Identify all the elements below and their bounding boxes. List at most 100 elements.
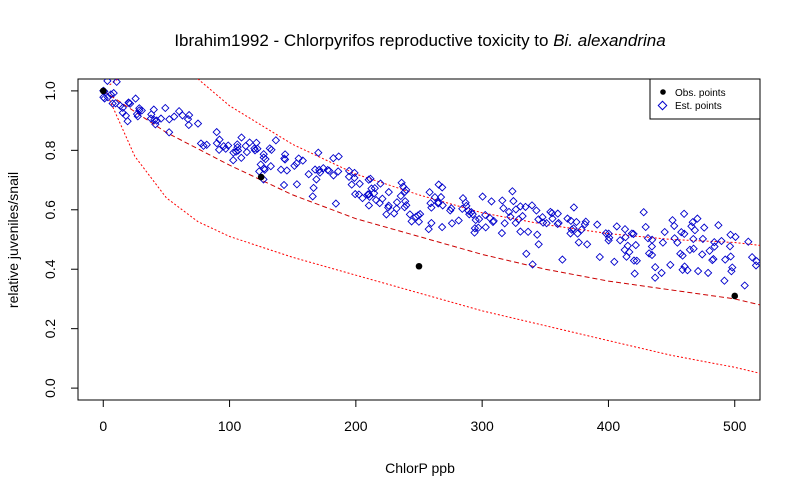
estimated-point xyxy=(717,236,726,246)
estimated-point xyxy=(532,206,541,215)
estimated-point xyxy=(523,227,533,236)
estimated-point xyxy=(151,120,160,129)
estimated-point xyxy=(623,241,632,250)
estimated-point xyxy=(392,204,401,213)
estimated-point xyxy=(511,205,521,214)
estimated-point xyxy=(329,171,338,180)
estimated-point xyxy=(137,106,146,115)
estimated-point xyxy=(677,228,686,237)
estimated-point xyxy=(133,112,142,121)
estimated-point xyxy=(229,156,238,165)
estimated-point xyxy=(644,249,654,258)
estimated-point xyxy=(660,227,669,237)
estimated-point xyxy=(731,232,740,242)
y-tick-label: 0.6 xyxy=(42,200,58,220)
estimated-point xyxy=(615,236,625,245)
estimated-point xyxy=(670,234,679,243)
estimated-point xyxy=(266,162,275,171)
x-tick-label: 400 xyxy=(597,418,621,434)
estimated-point xyxy=(250,144,259,153)
estimated-point xyxy=(639,208,648,217)
estimated-point xyxy=(399,182,408,191)
y-axis-label: relative juveniles/snail xyxy=(5,172,21,308)
estimated-point xyxy=(241,141,250,151)
estimated-point xyxy=(280,150,290,159)
estimated-point xyxy=(574,238,583,247)
estimated-point xyxy=(355,179,364,188)
estimated-point xyxy=(721,255,730,264)
estimated-point xyxy=(276,165,286,174)
estimated-point xyxy=(245,138,254,147)
estimated-point xyxy=(698,234,708,244)
estimated-point xyxy=(314,148,323,157)
estimated-point xyxy=(651,263,660,272)
chart-title: Ibrahim1992 - Chlorpyrifos reproductive … xyxy=(174,31,665,50)
estimated-point xyxy=(547,208,557,218)
estimated-point xyxy=(509,196,518,206)
legend: Obs. points Est. points xyxy=(649,78,761,120)
estimated-point xyxy=(304,170,313,179)
estimated-point xyxy=(680,229,689,238)
estimated-point xyxy=(566,216,576,225)
estimated-point xyxy=(402,201,411,210)
estimated-point xyxy=(710,238,719,247)
estimated-point xyxy=(437,222,447,232)
estimated-point xyxy=(184,120,193,130)
estimated-point xyxy=(481,210,490,220)
estimated-point xyxy=(676,249,685,258)
estimated-point xyxy=(446,206,455,215)
estimated-point xyxy=(740,281,749,290)
estimated-point xyxy=(518,211,527,221)
estimated-point xyxy=(647,242,657,251)
observed-points xyxy=(99,87,739,300)
estimated-point xyxy=(161,103,170,113)
estimated-point xyxy=(434,199,443,208)
estimated-point xyxy=(215,135,224,144)
estimated-point xyxy=(454,216,463,225)
estimated-point xyxy=(666,260,675,270)
estimated-point xyxy=(323,165,332,175)
x-tick-label: 500 xyxy=(723,418,747,434)
estimated-point xyxy=(407,217,416,226)
estimated-point xyxy=(470,224,480,233)
observed-point xyxy=(99,87,107,95)
estimated-point xyxy=(521,202,530,212)
y-axis: 0.0 0.2 0.4 0.6 0.8 1.0 xyxy=(42,81,79,398)
estimated-point xyxy=(425,188,434,197)
estimated-point xyxy=(271,136,281,145)
estimated-point xyxy=(111,99,120,108)
observed-point xyxy=(257,173,265,181)
estimated-point xyxy=(703,268,713,278)
estimated-point xyxy=(364,175,373,184)
estimated-point xyxy=(347,180,356,189)
estimated-point xyxy=(99,93,108,102)
estimated-point xyxy=(436,192,446,202)
x-tick-label: 0 xyxy=(99,418,107,434)
estimated-point xyxy=(237,153,246,162)
estimated-point xyxy=(471,215,480,225)
estimated-point xyxy=(593,220,602,229)
estimated-points xyxy=(99,79,760,290)
estimated-point xyxy=(199,141,208,150)
estimated-point xyxy=(630,269,639,278)
estimated-point xyxy=(118,108,127,117)
lower-band-line xyxy=(109,99,760,374)
estimated-point xyxy=(689,244,698,253)
estimated-point xyxy=(402,185,411,195)
legend-entry-observed: Obs. points xyxy=(675,88,726,99)
estimated-point xyxy=(351,189,360,199)
estimated-point xyxy=(710,242,719,251)
estimated-point xyxy=(364,201,374,210)
estimated-point xyxy=(290,161,299,170)
estimated-point xyxy=(103,79,112,86)
estimated-point xyxy=(685,245,695,254)
estimated-point xyxy=(378,194,387,203)
estimated-point xyxy=(700,223,709,232)
estimated-point xyxy=(582,240,592,249)
estimated-point xyxy=(627,229,637,238)
estimated-point xyxy=(165,115,174,124)
legend-marker-estimated xyxy=(657,100,668,111)
estimated-point xyxy=(744,237,753,246)
estimated-point xyxy=(499,204,508,213)
